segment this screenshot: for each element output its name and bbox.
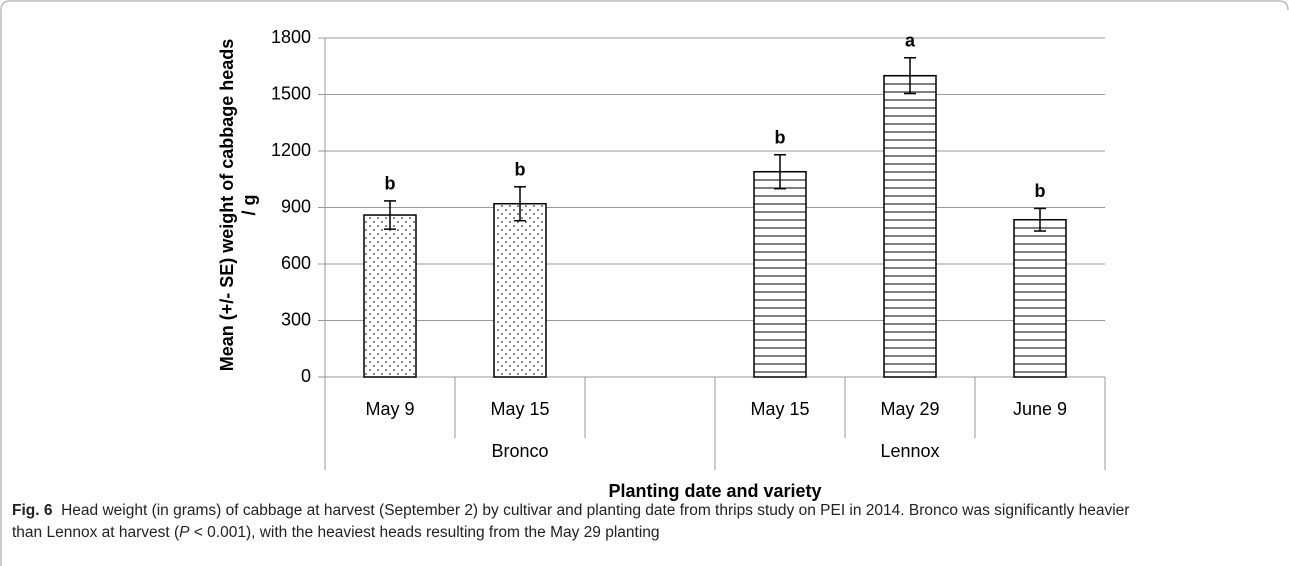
y-tick-label: 1800 bbox=[271, 27, 311, 47]
caption-text: Head weight (in grams) of cabbage at har… bbox=[12, 502, 1130, 541]
bar bbox=[883, 74, 937, 378]
caption: Fig. 6 Head weight (in grams) of cabbage… bbox=[12, 500, 1152, 544]
x-tick-label: May 9 bbox=[365, 399, 414, 419]
significance-letter: b bbox=[775, 128, 786, 148]
y-axis-title: / g bbox=[239, 195, 259, 216]
y-tick-label: 300 bbox=[281, 309, 311, 329]
y-axis-title: Mean (+/- SE) weight of cabbage heads bbox=[217, 39, 237, 372]
bar bbox=[493, 202, 547, 378]
x-tick-label: June 9 bbox=[1013, 399, 1067, 419]
caption-text: P bbox=[179, 524, 190, 541]
group-label: Lennox bbox=[880, 441, 939, 461]
significance-letter: b bbox=[515, 160, 526, 180]
x-tick-label: May 29 bbox=[880, 399, 939, 419]
x-tick-label: May 15 bbox=[490, 399, 549, 419]
y-tick-label: 1200 bbox=[271, 140, 311, 160]
y-tick-label: 900 bbox=[281, 196, 311, 216]
x-tick-label: May 15 bbox=[750, 399, 809, 419]
significance-letter: a bbox=[905, 31, 916, 51]
y-tick-label: 0 bbox=[301, 366, 311, 386]
group-label: Bronco bbox=[491, 441, 548, 461]
x-axis-title: Planting date and variety bbox=[608, 481, 821, 501]
caption-text: < 0.001), with the heaviest heads result… bbox=[189, 524, 660, 541]
significance-letter: b bbox=[1035, 181, 1046, 201]
caption-label: Fig. 6 bbox=[12, 502, 53, 519]
bar bbox=[1013, 218, 1067, 378]
y-tick-label: 1500 bbox=[271, 83, 311, 103]
bar bbox=[753, 170, 807, 378]
significance-letter: b bbox=[385, 174, 396, 194]
y-tick-label: 600 bbox=[281, 253, 311, 273]
bar bbox=[363, 214, 417, 378]
